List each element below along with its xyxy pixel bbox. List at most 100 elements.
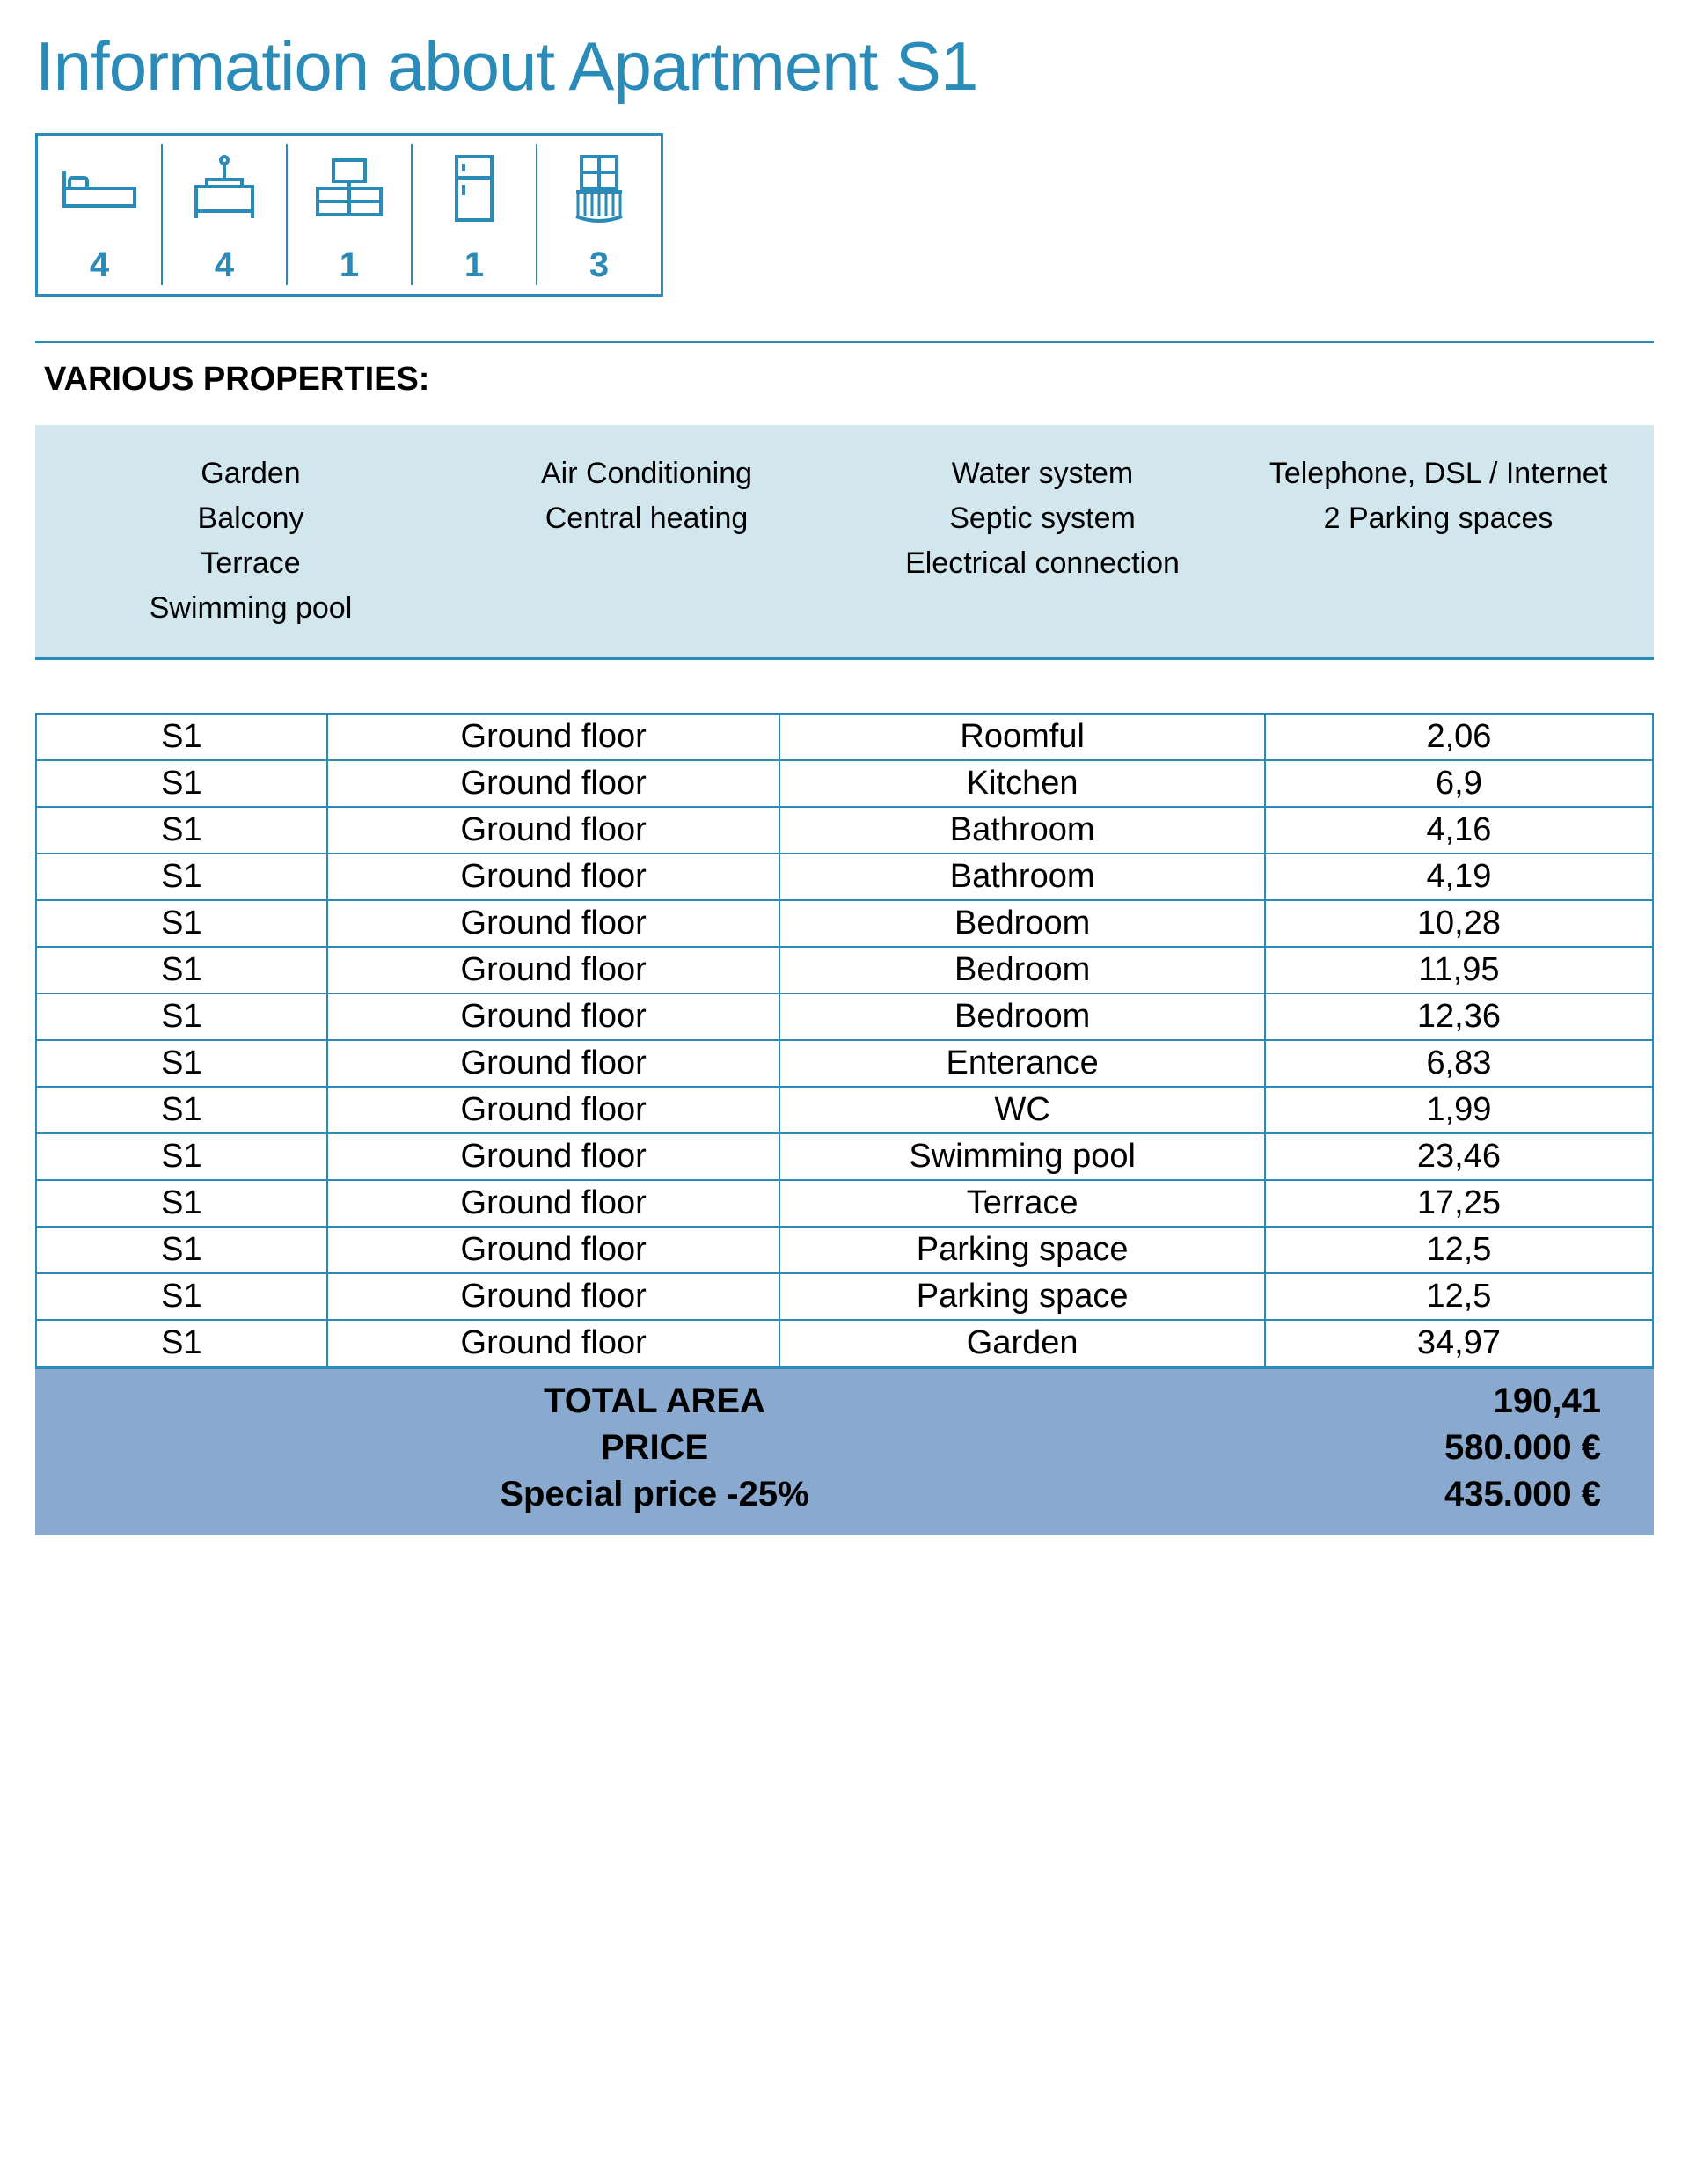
table-cell: Enterance bbox=[779, 1040, 1264, 1087]
table-cell: S1 bbox=[36, 714, 327, 760]
table-cell: Ground floor bbox=[327, 714, 780, 760]
amenity-balcony: 3 bbox=[537, 144, 661, 285]
properties-col-4: Telephone, DSL / Internet2 Parking space… bbox=[1258, 451, 1619, 631]
table-row: S1Ground floorBathroom4,19 bbox=[36, 854, 1653, 900]
table-cell: Parking space bbox=[779, 1273, 1264, 1320]
total-area-row: TOTAL AREA 190,41 bbox=[53, 1378, 1636, 1425]
table-cell: Bathroom bbox=[779, 807, 1264, 854]
property-item: Balcony bbox=[70, 496, 431, 541]
table-row: S1Ground floorBedroom12,36 bbox=[36, 993, 1653, 1040]
table-cell: 6,9 bbox=[1265, 760, 1653, 807]
amenity-icon-box: 4 4 1 1 3 bbox=[35, 133, 663, 297]
table-cell: 23,46 bbox=[1265, 1133, 1653, 1180]
table-row: S1Ground floorKitchen6,9 bbox=[36, 760, 1653, 807]
property-item: Septic system bbox=[862, 496, 1223, 541]
properties-heading: VARIOUS PROPERTIES: bbox=[44, 361, 1654, 399]
table-cell: Ground floor bbox=[327, 760, 780, 807]
table-row: S1Ground floorTerrace17,25 bbox=[36, 1180, 1653, 1227]
table-cell: Garden bbox=[779, 1320, 1264, 1367]
table-cell: S1 bbox=[36, 1180, 327, 1227]
sink-icon bbox=[180, 144, 268, 237]
amenity-count: 4 bbox=[90, 246, 109, 285]
table-cell: 12,5 bbox=[1265, 1227, 1653, 1273]
table-cell: Ground floor bbox=[327, 1087, 780, 1133]
tv-icon bbox=[305, 144, 393, 237]
properties-col-2: Air ConditioningCentral heating bbox=[466, 451, 827, 631]
amenity-tv: 1 bbox=[288, 144, 413, 285]
total-area-label: TOTAL AREA bbox=[338, 1381, 971, 1421]
amenity-count: 4 bbox=[215, 246, 234, 285]
table-cell: S1 bbox=[36, 760, 327, 807]
fridge-icon bbox=[430, 144, 518, 237]
table-cell: S1 bbox=[36, 1227, 327, 1273]
table-cell: 4,19 bbox=[1265, 854, 1653, 900]
table-cell: 6,83 bbox=[1265, 1040, 1653, 1087]
table-cell: Ground floor bbox=[327, 1320, 780, 1367]
special-price-row: Special price -25% 435.000 € bbox=[53, 1471, 1636, 1518]
table-row: S1Ground floorParking space12,5 bbox=[36, 1227, 1653, 1273]
table-row: S1Ground floorGarden34,97 bbox=[36, 1320, 1653, 1367]
table-cell: WC bbox=[779, 1087, 1264, 1133]
table-cell: S1 bbox=[36, 1133, 327, 1180]
page-title: Information about Apartment S1 bbox=[35, 26, 1654, 106]
table-cell: Bathroom bbox=[779, 854, 1264, 900]
table-cell: Ground floor bbox=[327, 947, 780, 993]
table-cell: Ground floor bbox=[327, 1180, 780, 1227]
properties-col-3: Water systemSeptic systemElectrical conn… bbox=[862, 451, 1223, 631]
table-cell: Roomful bbox=[779, 714, 1264, 760]
property-item: Terrace bbox=[70, 541, 431, 586]
table-cell: S1 bbox=[36, 993, 327, 1040]
properties-col-1: GardenBalconyTerraceSwimming pool bbox=[70, 451, 431, 631]
table-cell: S1 bbox=[36, 1040, 327, 1087]
table-row: S1Ground floorEnterance6,83 bbox=[36, 1040, 1653, 1087]
property-item: 2 Parking spaces bbox=[1258, 496, 1619, 541]
rooms-table: S1Ground floorRoomful2,06S1Ground floorK… bbox=[35, 713, 1654, 1367]
table-cell: Ground floor bbox=[327, 854, 780, 900]
table-cell: Parking space bbox=[779, 1227, 1264, 1273]
table-cell: Ground floor bbox=[327, 993, 780, 1040]
table-row: S1Ground floorSwimming pool23,46 bbox=[36, 1133, 1653, 1180]
table-cell: Ground floor bbox=[327, 1133, 780, 1180]
table-cell: S1 bbox=[36, 1087, 327, 1133]
total-area-value: 190,41 bbox=[971, 1381, 1636, 1421]
special-price-label: Special price -25% bbox=[338, 1475, 971, 1514]
price-label: PRICE bbox=[338, 1428, 971, 1468]
table-row: S1Ground floorParking space12,5 bbox=[36, 1273, 1653, 1320]
special-price-value: 435.000 € bbox=[971, 1475, 1636, 1514]
property-item: Water system bbox=[862, 451, 1223, 496]
table-row: S1Ground floorWC1,99 bbox=[36, 1087, 1653, 1133]
properties-box: GardenBalconyTerraceSwimming pool Air Co… bbox=[35, 425, 1654, 660]
table-cell: Bedroom bbox=[779, 947, 1264, 993]
amenity-bed: 4 bbox=[38, 144, 163, 285]
table-cell: Ground floor bbox=[327, 1273, 780, 1320]
bed-icon bbox=[55, 144, 143, 237]
table-row: S1Ground floorBathroom4,16 bbox=[36, 807, 1653, 854]
table-cell: 11,95 bbox=[1265, 947, 1653, 993]
table-cell: Terrace bbox=[779, 1180, 1264, 1227]
property-item: Telephone, DSL / Internet bbox=[1258, 451, 1619, 496]
table-row: S1Ground floorRoomful2,06 bbox=[36, 714, 1653, 760]
table-cell: Ground floor bbox=[327, 900, 780, 947]
table-cell: 10,28 bbox=[1265, 900, 1653, 947]
table-cell: S1 bbox=[36, 807, 327, 854]
divider bbox=[35, 341, 1654, 343]
table-cell: S1 bbox=[36, 1273, 327, 1320]
amenity-count: 1 bbox=[464, 246, 484, 285]
table-cell: S1 bbox=[36, 854, 327, 900]
table-cell: 12,36 bbox=[1265, 993, 1653, 1040]
property-item: Garden bbox=[70, 451, 431, 496]
table-cell: S1 bbox=[36, 1320, 327, 1367]
table-cell: 34,97 bbox=[1265, 1320, 1653, 1367]
amenity-count: 1 bbox=[340, 246, 359, 285]
table-cell: Ground floor bbox=[327, 807, 780, 854]
table-cell: Ground floor bbox=[327, 1040, 780, 1087]
table-cell: S1 bbox=[36, 947, 327, 993]
table-row: S1Ground floorBedroom11,95 bbox=[36, 947, 1653, 993]
property-item: Central heating bbox=[466, 496, 827, 541]
balcony-icon bbox=[555, 144, 643, 237]
table-row: S1Ground floorBedroom10,28 bbox=[36, 900, 1653, 947]
table-cell: Bedroom bbox=[779, 900, 1264, 947]
table-cell: 17,25 bbox=[1265, 1180, 1653, 1227]
property-item: Electrical connection bbox=[862, 541, 1223, 586]
property-item: Air Conditioning bbox=[466, 451, 827, 496]
